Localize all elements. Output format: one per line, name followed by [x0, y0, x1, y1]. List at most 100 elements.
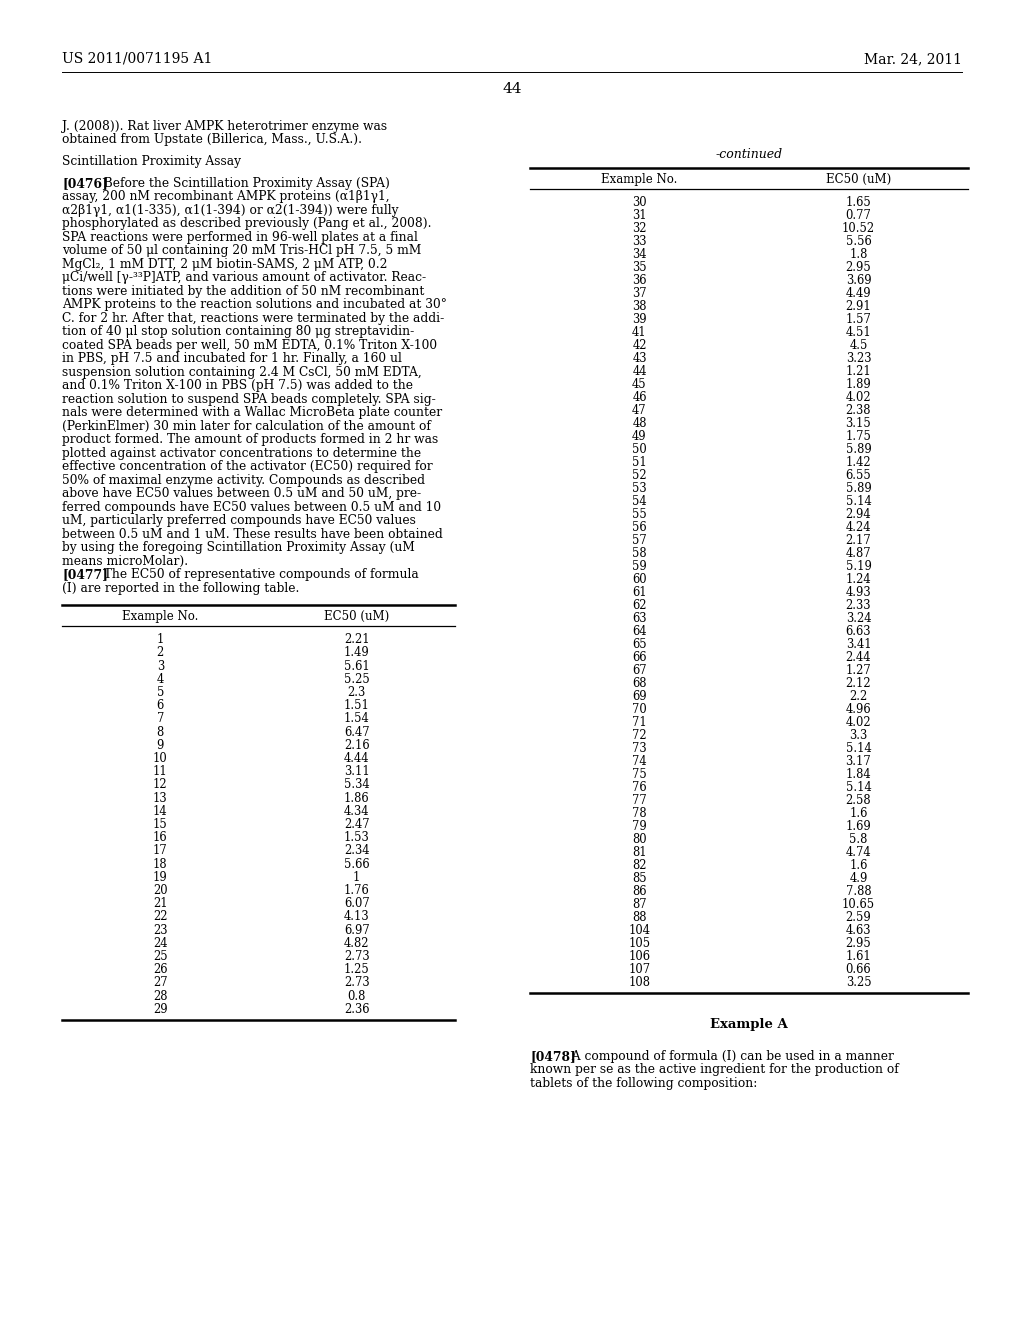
Text: 79: 79 — [632, 820, 647, 833]
Text: Example No.: Example No. — [122, 610, 199, 623]
Text: 72: 72 — [632, 729, 647, 742]
Text: known per se as the active ingredient for the production of: known per se as the active ingredient fo… — [530, 1064, 899, 1077]
Text: 1.84: 1.84 — [846, 768, 871, 781]
Text: 5.56: 5.56 — [846, 235, 871, 248]
Text: obtained from Upstate (Billerica, Mass., U.S.A.).: obtained from Upstate (Billerica, Mass.,… — [62, 133, 362, 147]
Text: 20: 20 — [153, 884, 168, 898]
Text: 7: 7 — [157, 713, 164, 726]
Text: 6.55: 6.55 — [846, 469, 871, 482]
Text: 6.07: 6.07 — [344, 898, 370, 911]
Text: 5.61: 5.61 — [344, 660, 370, 673]
Text: 80: 80 — [632, 833, 647, 846]
Text: 4.34: 4.34 — [344, 805, 370, 818]
Text: 65: 65 — [632, 638, 647, 651]
Text: The EC50 of representative compounds of formula: The EC50 of representative compounds of … — [95, 568, 419, 581]
Text: 107: 107 — [629, 964, 650, 975]
Text: US 2011/0071195 A1: US 2011/0071195 A1 — [62, 51, 212, 66]
Text: plotted against activator concentrations to determine the: plotted against activator concentrations… — [62, 446, 421, 459]
Text: Mar. 24, 2011: Mar. 24, 2011 — [864, 51, 962, 66]
Text: 10: 10 — [153, 752, 168, 766]
Text: α2β1γ1, α1(1-335), α1(1-394) or α2(1-394)) were fully: α2β1γ1, α1(1-335), α1(1-394) or α2(1-394… — [62, 203, 398, 216]
Text: reaction solution to suspend SPA beads completely. SPA sig-: reaction solution to suspend SPA beads c… — [62, 393, 436, 405]
Text: 15: 15 — [153, 818, 168, 832]
Text: tion of 40 μl stop solution containing 80 μg streptavidin-: tion of 40 μl stop solution containing 8… — [62, 325, 415, 338]
Text: 60: 60 — [632, 573, 647, 586]
Text: 0.66: 0.66 — [846, 964, 871, 975]
Text: 50% of maximal enzyme activity. Compounds as described: 50% of maximal enzyme activity. Compound… — [62, 474, 425, 487]
Text: 45: 45 — [632, 378, 647, 391]
Text: 56: 56 — [632, 521, 647, 535]
Text: 1.89: 1.89 — [846, 378, 871, 391]
Text: 16: 16 — [153, 832, 168, 845]
Text: 68: 68 — [632, 677, 647, 690]
Text: EC50 (uM): EC50 (uM) — [826, 173, 891, 186]
Text: 2.73: 2.73 — [344, 950, 370, 964]
Text: suspension solution containing 2.4 M CsCl, 50 mM EDTA,: suspension solution containing 2.4 M CsC… — [62, 366, 422, 379]
Text: 64: 64 — [632, 624, 647, 638]
Text: 3.41: 3.41 — [846, 638, 871, 651]
Text: 4.63: 4.63 — [846, 924, 871, 937]
Text: 77: 77 — [632, 795, 647, 807]
Text: 2.95: 2.95 — [846, 937, 871, 950]
Text: above have EC50 values between 0.5 uM and 50 uM, pre-: above have EC50 values between 0.5 uM an… — [62, 487, 421, 500]
Text: (I) are reported in the following table.: (I) are reported in the following table. — [62, 582, 299, 595]
Text: 82: 82 — [632, 859, 647, 873]
Text: 27: 27 — [153, 977, 168, 990]
Text: 1.24: 1.24 — [846, 573, 871, 586]
Text: assay, 200 nM recombinant AMPK proteins (α1β1γ1,: assay, 200 nM recombinant AMPK proteins … — [62, 190, 389, 203]
Text: -continued: -continued — [716, 148, 782, 161]
Text: 59: 59 — [632, 560, 647, 573]
Text: 10.65: 10.65 — [842, 898, 876, 911]
Text: in PBS, pH 7.5 and incubated for 1 hr. Finally, a 160 ul: in PBS, pH 7.5 and incubated for 1 hr. F… — [62, 352, 401, 366]
Text: 1.76: 1.76 — [344, 884, 370, 898]
Text: 18: 18 — [153, 858, 168, 871]
Text: 5.14: 5.14 — [846, 781, 871, 795]
Text: 4.44: 4.44 — [344, 752, 370, 766]
Text: 44: 44 — [632, 366, 647, 378]
Text: 3.15: 3.15 — [846, 417, 871, 430]
Text: 11: 11 — [153, 766, 168, 779]
Text: uM, particularly preferred compounds have EC50 values: uM, particularly preferred compounds hav… — [62, 515, 416, 527]
Text: 2.47: 2.47 — [344, 818, 370, 832]
Text: 63: 63 — [632, 612, 647, 624]
Text: 22: 22 — [153, 911, 168, 924]
Text: 1.51: 1.51 — [344, 700, 370, 713]
Text: between 0.5 uM and 1 uM. These results have been obtained: between 0.5 uM and 1 uM. These results h… — [62, 528, 442, 541]
Text: 5.14: 5.14 — [846, 495, 871, 508]
Text: 2.34: 2.34 — [344, 845, 370, 858]
Text: 49: 49 — [632, 430, 647, 444]
Text: 4.24: 4.24 — [846, 521, 871, 535]
Text: 1: 1 — [353, 871, 360, 884]
Text: SPA reactions were performed in 96-well plates at a final: SPA reactions were performed in 96-well … — [62, 231, 418, 244]
Text: 12: 12 — [153, 779, 168, 792]
Text: 1.42: 1.42 — [846, 455, 871, 469]
Text: 3.3: 3.3 — [849, 729, 867, 742]
Text: 39: 39 — [632, 313, 647, 326]
Text: 3.11: 3.11 — [344, 766, 370, 779]
Text: 1: 1 — [157, 634, 164, 647]
Text: 2.12: 2.12 — [846, 677, 871, 690]
Text: [0478]: [0478] — [530, 1049, 575, 1063]
Text: 61: 61 — [632, 586, 647, 599]
Text: 46: 46 — [632, 391, 647, 404]
Text: 66: 66 — [632, 651, 647, 664]
Text: 73: 73 — [632, 742, 647, 755]
Text: 5.89: 5.89 — [846, 482, 871, 495]
Text: 14: 14 — [153, 805, 168, 818]
Text: 2.95: 2.95 — [846, 261, 871, 275]
Text: 76: 76 — [632, 781, 647, 795]
Text: 35: 35 — [632, 261, 647, 275]
Text: ferred compounds have EC50 values between 0.5 uM and 10: ferred compounds have EC50 values betwee… — [62, 500, 441, 513]
Text: 2.73: 2.73 — [344, 977, 370, 990]
Text: 3.23: 3.23 — [846, 352, 871, 366]
Text: 28: 28 — [153, 990, 168, 1003]
Text: Before the Scintillation Proximity Assay (SPA): Before the Scintillation Proximity Assay… — [95, 177, 389, 190]
Text: 19: 19 — [153, 871, 168, 884]
Text: 4.74: 4.74 — [846, 846, 871, 859]
Text: 62: 62 — [632, 599, 647, 612]
Text: 1.65: 1.65 — [846, 195, 871, 209]
Text: 34: 34 — [632, 248, 647, 261]
Text: 1.25: 1.25 — [344, 964, 370, 977]
Text: 3.25: 3.25 — [846, 975, 871, 989]
Text: 0.77: 0.77 — [846, 209, 871, 222]
